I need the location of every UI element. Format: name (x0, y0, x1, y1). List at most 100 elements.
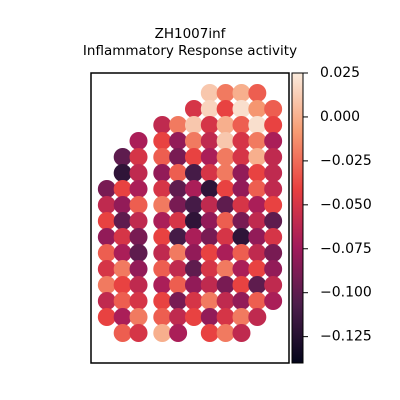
plot-frame (90, 72, 290, 364)
colorbar (291, 72, 304, 364)
spot (200, 244, 219, 262)
spot (200, 84, 219, 102)
spot (153, 292, 172, 310)
chart-title: ZH1007inf (155, 26, 227, 42)
spot (129, 292, 148, 310)
spot (264, 164, 283, 182)
colorbar-ticks: 0.025 0.000 −0.025 −0.050 −0.075 −0.100 −0.125 (303, 65, 372, 345)
colorbar-tick-label: 0.025 (320, 65, 360, 81)
colorbar-tick-label: −0.100 (320, 285, 372, 301)
spot (113, 212, 132, 230)
spot (153, 164, 172, 182)
spot (232, 228, 251, 246)
spot (216, 212, 235, 230)
spot (184, 132, 203, 150)
spot (153, 324, 172, 342)
spot (169, 180, 188, 198)
spot (216, 84, 235, 102)
spot (184, 212, 203, 230)
spot (153, 228, 172, 246)
spot (232, 148, 251, 166)
spot (97, 276, 116, 294)
spot (200, 324, 219, 342)
spot (232, 100, 251, 118)
spot (153, 180, 172, 198)
spot (216, 228, 235, 246)
spot (248, 84, 267, 102)
spot (200, 180, 219, 198)
spot (97, 244, 116, 262)
spot (169, 228, 188, 246)
chart-subtitle: Inflammatory Response activity (83, 43, 297, 59)
spot (184, 100, 203, 118)
spot (264, 276, 283, 294)
spot (129, 308, 148, 326)
spot (129, 260, 148, 278)
spot (216, 308, 235, 326)
spot (113, 244, 132, 262)
spot (129, 212, 148, 230)
spot (216, 292, 235, 310)
spot (264, 116, 283, 134)
spot (129, 180, 148, 198)
spot (169, 132, 188, 150)
spot (216, 196, 235, 214)
spot (129, 276, 148, 294)
spot (200, 260, 219, 278)
spot (248, 164, 267, 182)
spot (248, 212, 267, 230)
spot (153, 132, 172, 150)
spot (97, 228, 116, 246)
spot (264, 196, 283, 214)
spot (232, 212, 251, 230)
spot (232, 180, 251, 198)
spot (200, 164, 219, 182)
spot (169, 148, 188, 166)
spot (216, 148, 235, 166)
spot (169, 324, 188, 342)
spot (169, 276, 188, 294)
spot (248, 244, 267, 262)
spot (184, 196, 203, 214)
spot (200, 148, 219, 166)
spot (113, 292, 132, 310)
spot (153, 276, 172, 294)
spot (248, 180, 267, 198)
spot (248, 132, 267, 150)
spot (264, 212, 283, 230)
spot (264, 100, 283, 118)
spot (232, 196, 251, 214)
spot (184, 260, 203, 278)
colorbar-tick-label: −0.050 (320, 197, 372, 213)
spot (113, 148, 132, 166)
spot (232, 164, 251, 182)
spot (184, 292, 203, 310)
colorbar-tick-label: −0.075 (320, 241, 372, 257)
spot (232, 116, 251, 134)
spot (184, 244, 203, 262)
spot (129, 196, 148, 214)
spot (169, 308, 188, 326)
spot (200, 276, 219, 294)
spot (153, 148, 172, 166)
spot (129, 324, 148, 342)
spot (113, 228, 132, 246)
spot (264, 132, 283, 150)
spot (248, 292, 267, 310)
spot (184, 116, 203, 134)
spot (129, 164, 148, 182)
spot (169, 116, 188, 134)
spot (113, 276, 132, 294)
spot (248, 148, 267, 166)
spot (97, 196, 116, 214)
spot (216, 116, 235, 134)
spot (248, 260, 267, 278)
spot (169, 164, 188, 182)
spot (200, 212, 219, 230)
spot (153, 116, 172, 134)
spot (232, 244, 251, 262)
spot (184, 148, 203, 166)
spot (153, 212, 172, 230)
spot (97, 292, 116, 310)
